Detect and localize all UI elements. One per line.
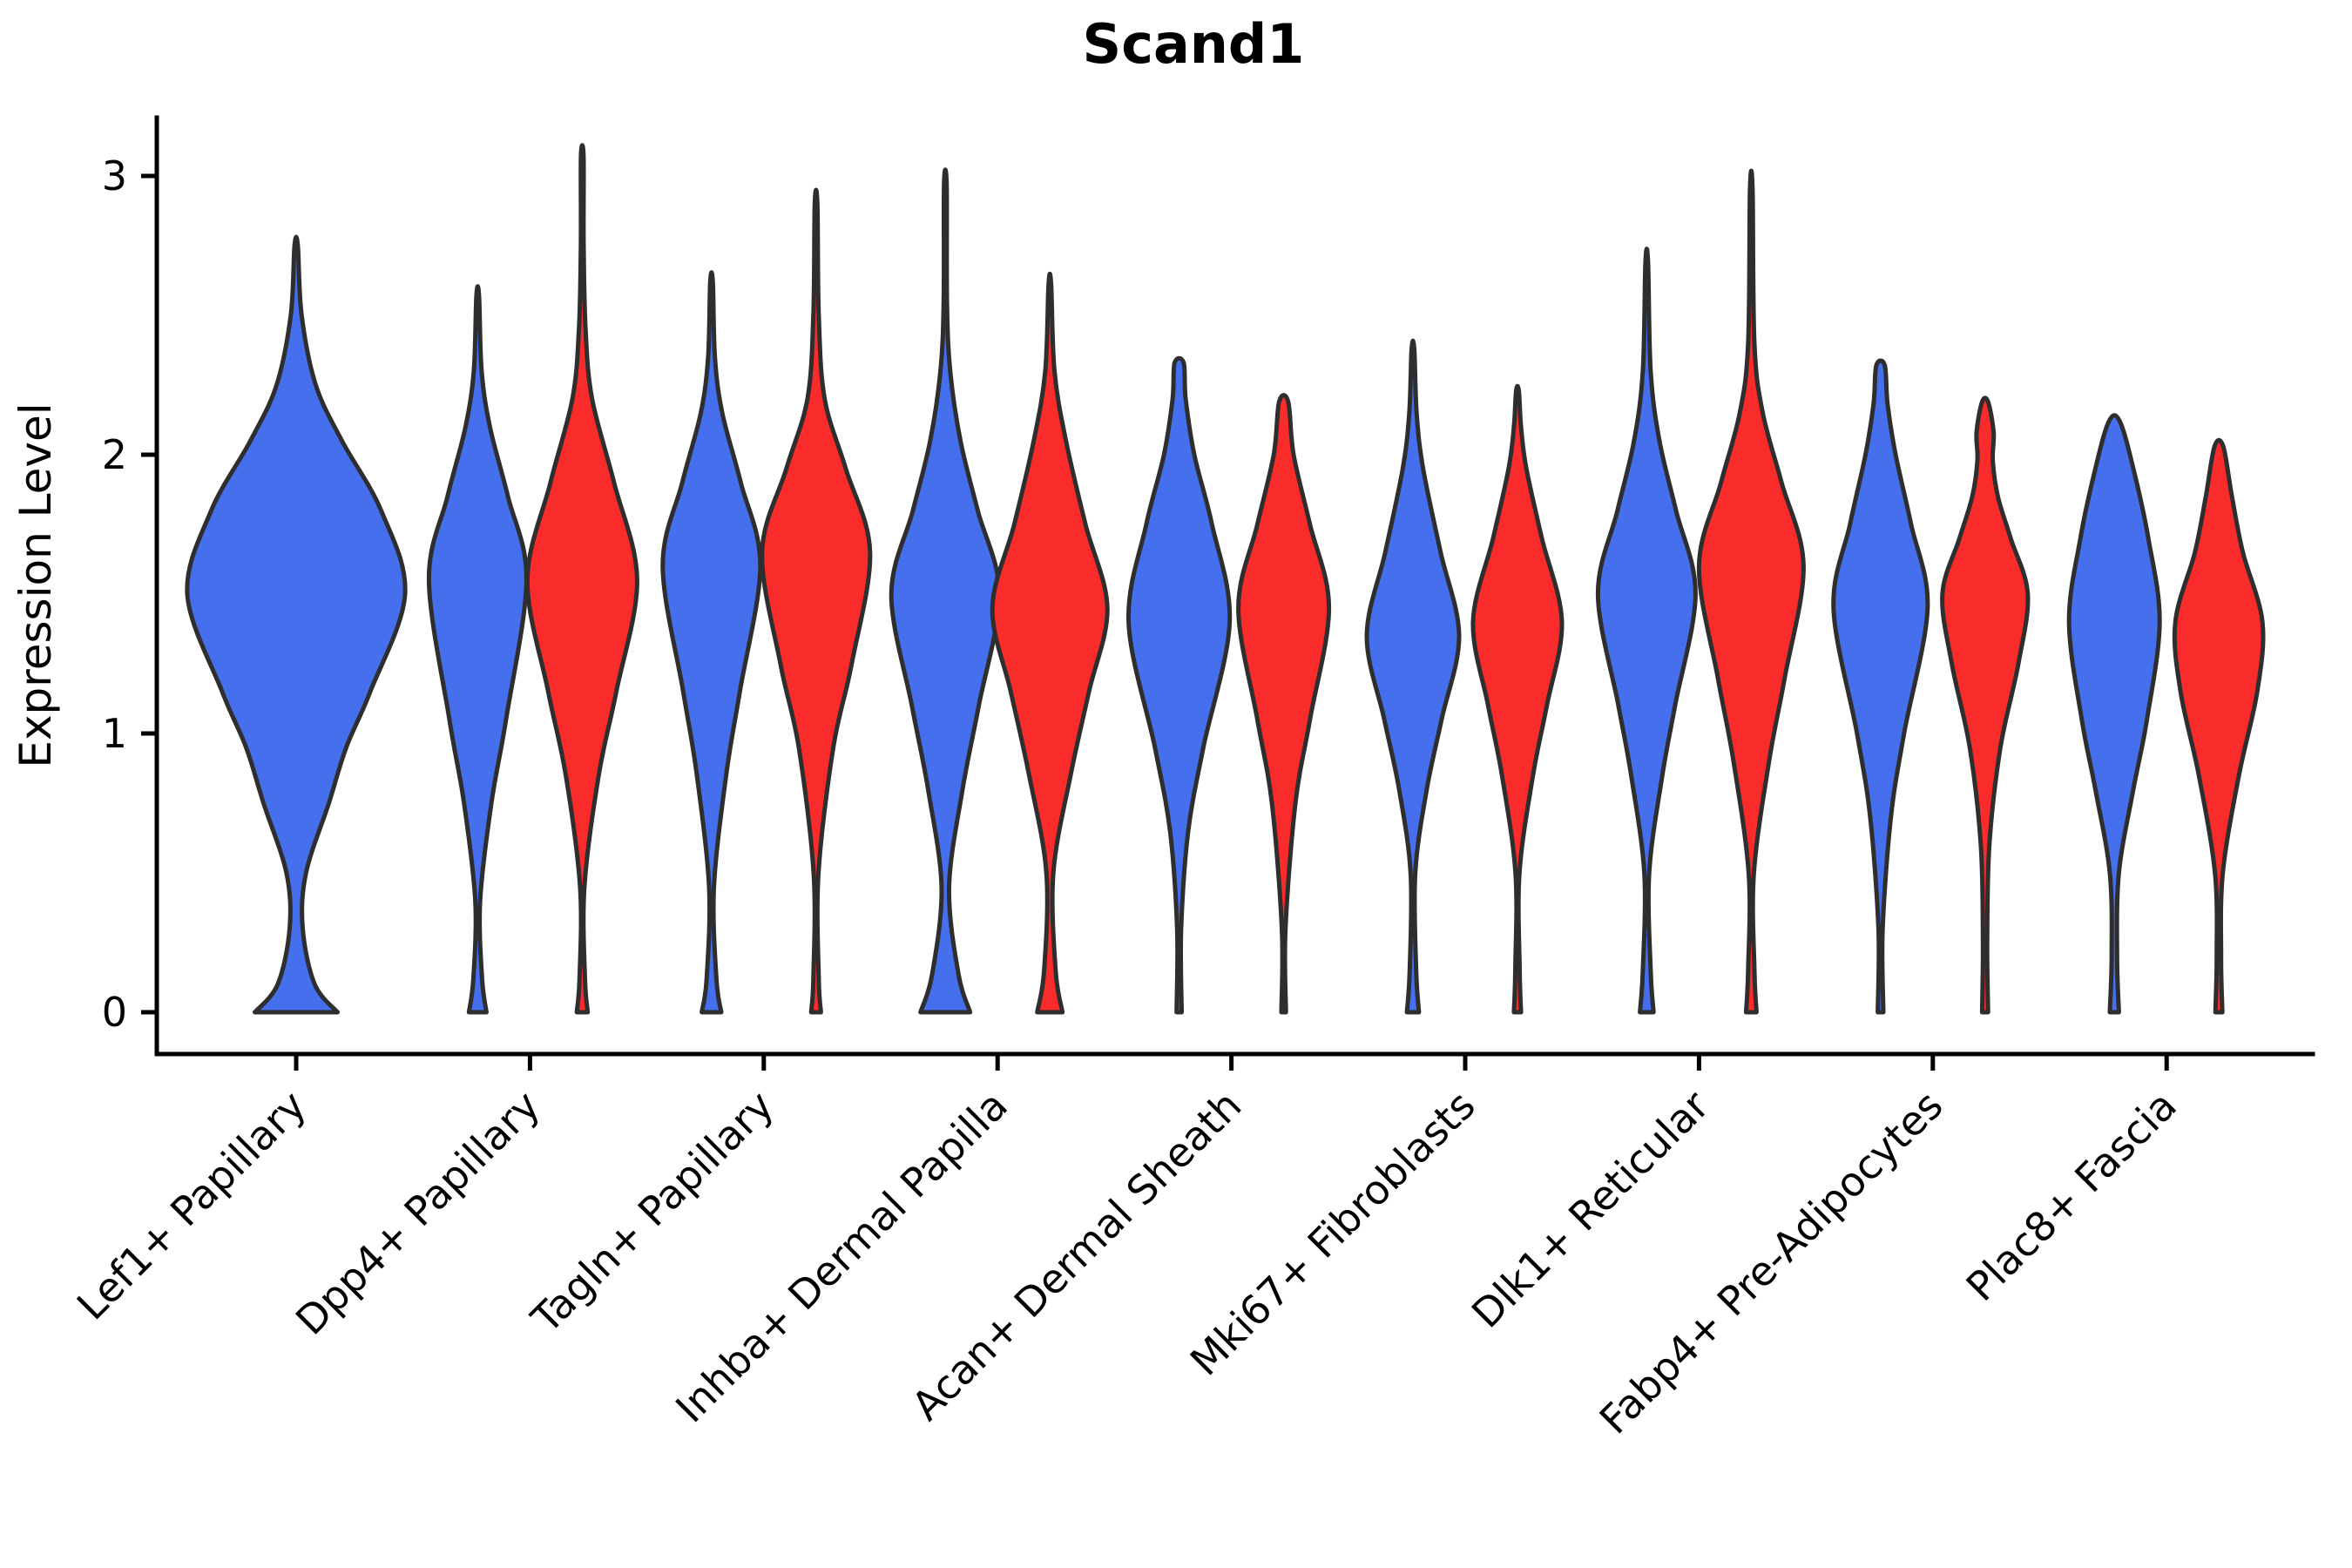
violin-tagln-papillary-red	[760, 187, 873, 1015]
violin-fabp4-pre-adipocytes-red	[1940, 395, 2031, 1015]
violin-dpp4-papillary-red	[524, 143, 639, 1015]
x-tick-label-dlk1-reticular: Dlk1+ Reticular	[1463, 1082, 1718, 1337]
violin-dlk1-reticular-blue	[1595, 247, 1698, 1015]
x-tick-label-dpp4-papillary: Dpp4+ Papillary	[287, 1082, 549, 1344]
y-ticks-group: 0 1 2 3	[102, 152, 157, 1036]
violin-lef1-papillary-blue	[185, 234, 408, 1015]
violin-tagln-papillary-blue	[660, 270, 763, 1015]
violin-inhba-dermal-papilla-blue	[889, 167, 1002, 1015]
violin-dpp4-papillary-blue	[426, 284, 529, 1015]
y-tick-label: 0	[102, 989, 127, 1036]
violin-fabp4-pre-adipocytes-blue	[1831, 358, 1930, 1015]
violin-dlk1-reticular-red	[1696, 168, 1806, 1015]
chart-title: Scand1	[1083, 12, 1305, 76]
violins-group	[185, 143, 2266, 1015]
violin-plac8-fascia-red	[2172, 437, 2266, 1015]
x-tick-label-plac8-fascia: Plac8+ Fascia	[1957, 1082, 2186, 1310]
violin-mki67-fibroblasts-red	[1470, 383, 1565, 1015]
y-tick-label: 3	[102, 152, 127, 199]
x-tick-label-lef1-papillary: Lef1+ Papillary	[68, 1082, 315, 1329]
x-tick-label-tagln-papillary: Tagln+ Papillary	[522, 1082, 783, 1343]
violin-plac8-fascia-blue	[2066, 413, 2162, 1015]
y-tick-label: 1	[102, 710, 127, 757]
y-tick-label: 2	[102, 431, 127, 478]
violin-acan-dermal-sheath-blue	[1126, 355, 1233, 1015]
violin-inhba-dermal-papilla-red	[990, 271, 1110, 1015]
y-axis-label: Expression Level	[10, 402, 61, 767]
violin-mki67-fibroblasts-blue	[1364, 338, 1462, 1015]
violin-acan-dermal-sheath-red	[1236, 393, 1332, 1015]
